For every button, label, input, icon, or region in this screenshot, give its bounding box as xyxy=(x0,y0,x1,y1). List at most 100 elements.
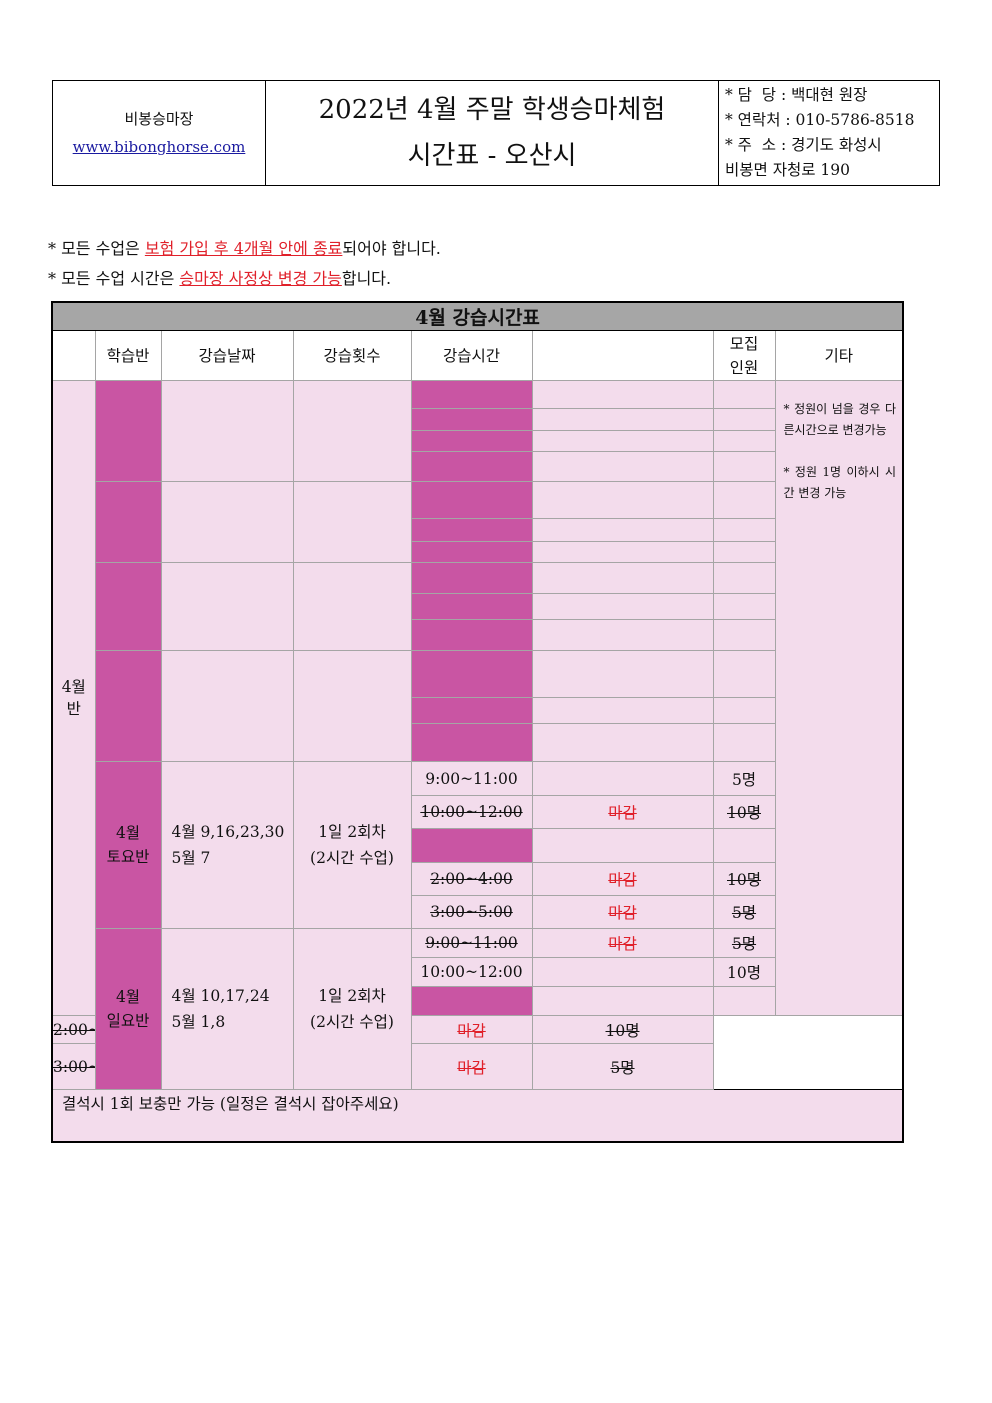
dates-cell xyxy=(160,380,294,482)
sunday-row: 4월 일요반 4월 10,17,24 5월 1,8 1일 2회차 (2시간 수업… xyxy=(52,928,903,1090)
slot-time xyxy=(410,828,533,863)
status-cell xyxy=(531,451,714,482)
capacity-cell xyxy=(712,481,776,519)
time-cell xyxy=(410,593,533,620)
slot-time: 3:00~5:00 xyxy=(51,1043,96,1090)
slot-capacity: 5명 xyxy=(712,761,776,796)
table-title: 4월 강습시간표 xyxy=(51,301,904,331)
time-cell xyxy=(410,723,533,762)
slot-time: 10:00~12:00 xyxy=(410,957,533,987)
notice-2-suffix: 합니다. xyxy=(341,269,392,288)
class-cell xyxy=(94,380,162,482)
saturday-count: 1일 2회차 (2시간 수업) xyxy=(292,761,412,929)
slot-time: 3:00~5:00 xyxy=(410,895,533,929)
count-cell xyxy=(292,380,412,482)
notice-2-highlight: 승마장 사정상 변경 가능 xyxy=(179,269,342,288)
capacity-cell xyxy=(712,593,776,620)
notice-list: * 모든 수업은 보험 가입 후 4개월 안에 종료되어야 합니다. * 모든 … xyxy=(48,234,441,294)
table-header-row: 학습반 강습날짜 강습횟수 강습시간 모집 인원 기타 xyxy=(51,330,904,381)
time-cell xyxy=(410,650,533,698)
slot-time: 10:00~12:00 xyxy=(410,795,533,829)
slot-time xyxy=(410,986,533,1016)
capacity-cell xyxy=(712,562,776,594)
time-cell xyxy=(410,408,533,431)
slot-status: 마감 xyxy=(531,862,714,896)
status-cell xyxy=(531,408,714,431)
status-cell xyxy=(531,430,714,452)
time-cell xyxy=(410,451,533,482)
notice-1-prefix: * 모든 수업은 xyxy=(48,239,145,258)
capacity-cell xyxy=(712,697,776,724)
status-cell xyxy=(531,541,714,563)
capacity-cell xyxy=(712,723,776,762)
slot-capacity xyxy=(712,986,776,1016)
contact-address-1: * 주 소 : 경기도 화성시 xyxy=(725,136,882,154)
contact-manager: * 담 당 : 백대현 원장 xyxy=(725,86,868,104)
saturday-row: 10:00~12:00 마감 10명 xyxy=(52,795,903,829)
slot-capacity: 10명 xyxy=(712,795,776,829)
slot-status: 마감 xyxy=(410,1015,533,1044)
slot-capacity: 5명 xyxy=(531,1043,714,1090)
notice-1: * 모든 수업은 보험 가입 후 4개월 안에 종료되어야 합니다. xyxy=(48,234,441,264)
org-info: 비봉승마장 www.bibonghorse.com xyxy=(53,81,266,185)
sunday-count: 1일 2회차 (2시간 수업) xyxy=(292,928,412,1090)
sunday-row: 10:00~12:00 10명 xyxy=(52,957,903,987)
sunday-class: 4월 일요반 xyxy=(94,928,162,1090)
slot-time: 9:00~11:00 xyxy=(410,928,533,958)
slot-capacity: 10명 xyxy=(531,1015,714,1044)
notice-1-suffix: 되어야 합니다. xyxy=(342,239,441,258)
header-capacity: 모집 인원 xyxy=(712,330,776,381)
count-cell xyxy=(292,562,412,651)
status-cell xyxy=(531,518,714,542)
slot-status xyxy=(531,957,714,987)
capacity-cell xyxy=(712,380,776,409)
saturday-dates: 4월 9,16,23,30 5월 7 xyxy=(160,761,294,929)
website-link[interactable]: www.bibonghorse.com xyxy=(72,138,246,156)
time-cell xyxy=(410,541,533,563)
slot-time: 9:00~11:00 xyxy=(410,761,533,796)
time-cell xyxy=(410,481,533,519)
etc-note: * 정원이 넘을 경우 다른시간으로 변경가능 * 정원 1명 이하시 시간 변… xyxy=(774,380,904,1016)
sunday-row: 3:00~5:00 마감 5명 xyxy=(51,1043,903,1090)
sunday-row: 2:00~4:00 마감 10명 xyxy=(51,1015,903,1044)
status-cell xyxy=(531,650,714,698)
header-count: 강습횟수 xyxy=(292,330,412,381)
slot-status: 마감 xyxy=(531,795,714,829)
dates-cell xyxy=(160,650,294,762)
capacity-cell xyxy=(712,518,776,542)
header-status xyxy=(531,330,714,381)
contact-address-2: 비봉면 자청로 190 xyxy=(725,161,850,179)
slot-status xyxy=(531,828,714,863)
slot-capacity: 10명 xyxy=(712,957,776,987)
capacity-cell xyxy=(712,430,776,452)
contact-info: * 담 당 : 백대현 원장 * 연락처 : 010-5786-8518 * 주… xyxy=(719,81,939,185)
saturday-row: 2:00~4:00 마감 10명 xyxy=(52,862,903,896)
org-name: 비봉승마장 xyxy=(124,110,194,128)
notice-1-highlight: 보험 가입 후 4개월 안에 종료 xyxy=(144,239,343,258)
capacity-cell xyxy=(712,541,776,563)
dates-cell xyxy=(160,562,294,651)
table-footer-note: 결석시 1회 보충만 가능 (일정은 결석시 잡아주세요) xyxy=(51,1089,904,1143)
capacity-cell xyxy=(712,451,776,482)
sunday-row xyxy=(52,986,903,1016)
notice-2-prefix: * 모든 수업 시간은 xyxy=(48,269,180,288)
saturday-row: 4월 토요반 4월 9,16,23,30 5월 7 1일 2회차 (2시간 수업… xyxy=(52,761,903,929)
slot-status xyxy=(531,986,714,1016)
status-cell xyxy=(531,619,714,651)
saturday-row xyxy=(52,828,903,863)
class-cell xyxy=(94,650,162,762)
slot-capacity: 10명 xyxy=(712,862,776,896)
class-cell xyxy=(94,481,162,563)
header-blank xyxy=(51,330,96,381)
dates-cell xyxy=(160,481,294,563)
time-cell xyxy=(410,518,533,542)
slot-capacity: 5명 xyxy=(712,928,776,958)
status-cell xyxy=(531,593,714,620)
count-cell xyxy=(292,481,412,563)
slot-time: 2:00~4:00 xyxy=(410,862,533,896)
sunday-dates: 4월 10,17,24 5월 1,8 xyxy=(160,928,294,1090)
title-line-1: 2022년 4월 주말 학생승마체험 xyxy=(318,95,666,125)
group-label: 4월 반 xyxy=(51,380,96,1016)
slot-capacity xyxy=(712,828,776,863)
status-cell xyxy=(531,481,714,519)
